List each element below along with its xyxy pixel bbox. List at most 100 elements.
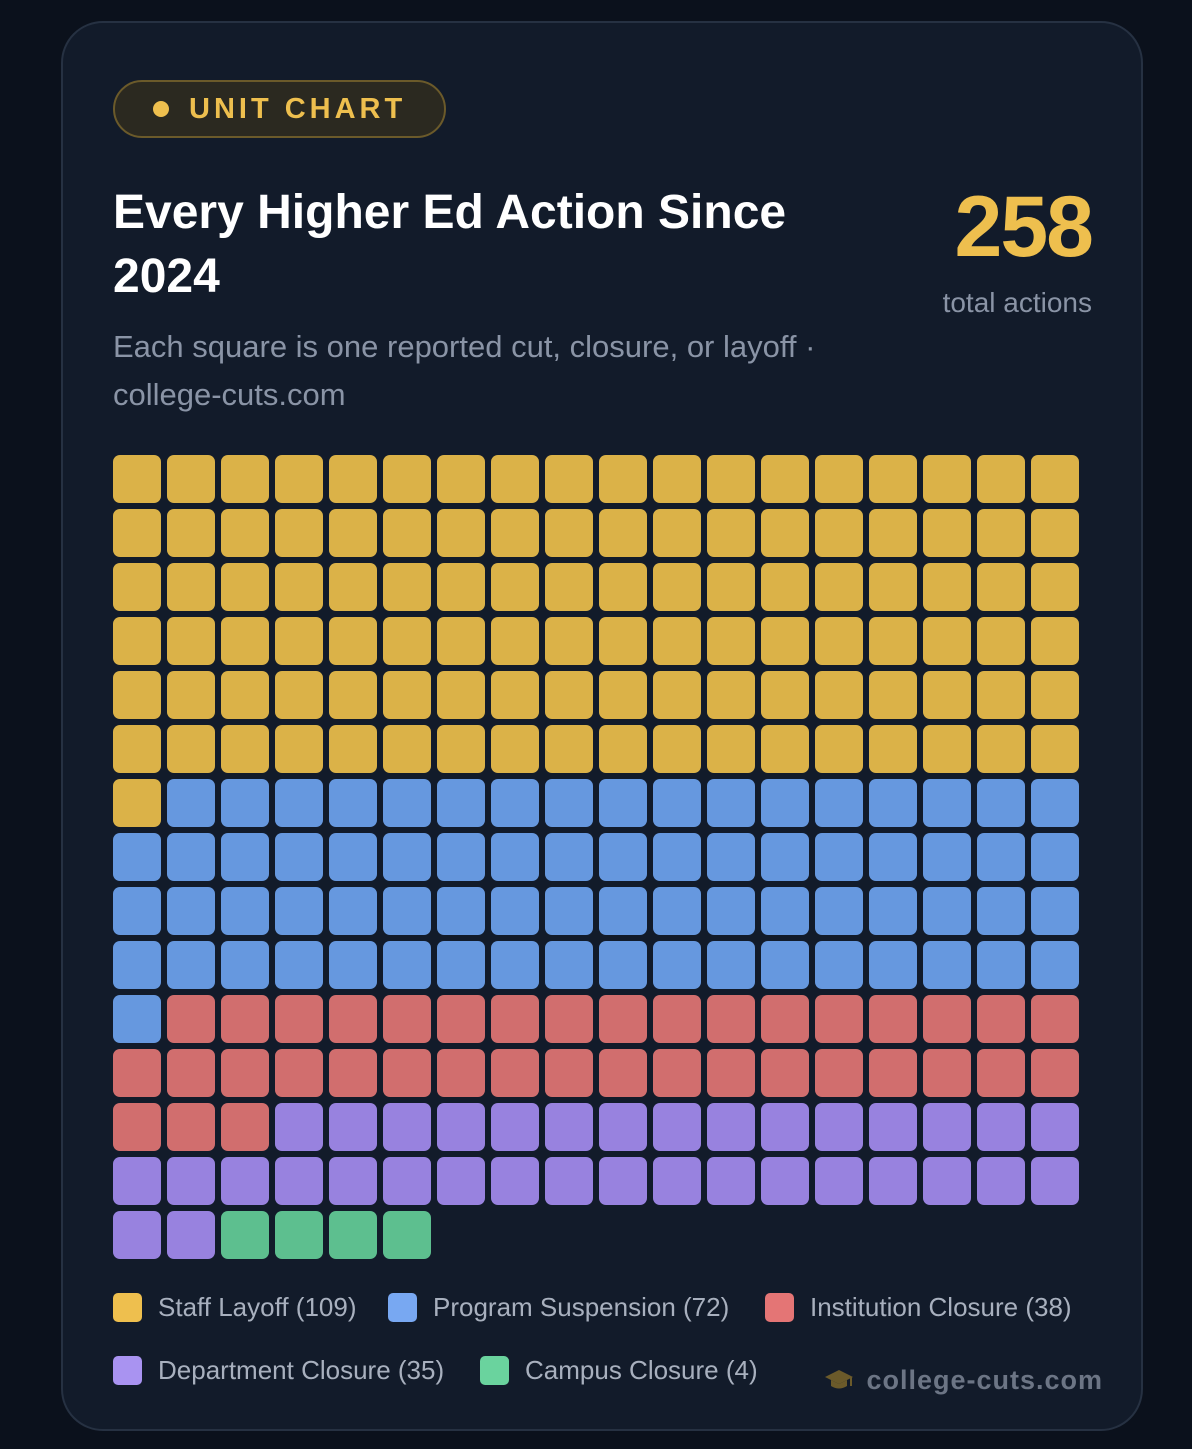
- unit-square-staff-layoff: [113, 671, 161, 719]
- unit-square-institution-closure: [113, 1103, 161, 1151]
- unit-square-program-suspension: [113, 833, 161, 881]
- legend-label: Program Suspension (72): [433, 1292, 730, 1322]
- unit-square-program-suspension: [977, 779, 1025, 827]
- unit-square-program-suspension: [167, 833, 215, 881]
- unit-square-staff-layoff: [977, 563, 1025, 611]
- unit-square-staff-layoff: [653, 563, 701, 611]
- unit-square-institution-closure: [545, 1049, 593, 1097]
- brand-footer: college-cuts.com: [824, 1365, 1103, 1396]
- unit-square-program-suspension: [221, 941, 269, 989]
- unit-square-program-suspension: [491, 887, 539, 935]
- unit-square-institution-closure: [1031, 995, 1079, 1043]
- unit-square-program-suspension: [599, 779, 647, 827]
- unit-square-staff-layoff: [329, 563, 377, 611]
- unit-square-staff-layoff: [869, 455, 917, 503]
- unit-square-institution-closure: [707, 1049, 755, 1097]
- unit-square-program-suspension: [977, 887, 1025, 935]
- unit-square-department-closure: [491, 1157, 539, 1205]
- unit-square-staff-layoff: [221, 509, 269, 557]
- unit-square-staff-layoff: [653, 725, 701, 773]
- unit-square-institution-closure: [167, 1049, 215, 1097]
- unit-square-program-suspension: [1031, 941, 1079, 989]
- unit-square-staff-layoff: [383, 617, 431, 665]
- unit-square-program-suspension: [545, 887, 593, 935]
- unit-square-staff-layoff: [275, 671, 323, 719]
- unit-square-department-closure: [923, 1103, 971, 1151]
- unit-square-staff-layoff: [977, 617, 1025, 665]
- total-count: 258: [954, 179, 1094, 275]
- unit-square-staff-layoff: [1031, 563, 1079, 611]
- unit-square-program-suspension: [113, 941, 161, 989]
- unit-square-campus-closure: [329, 1211, 377, 1259]
- unit-square-department-closure: [383, 1157, 431, 1205]
- unit-square-staff-layoff: [761, 563, 809, 611]
- unit-square-institution-closure: [437, 1049, 485, 1097]
- unit-square-program-suspension: [707, 887, 755, 935]
- unit-square-staff-layoff: [599, 455, 647, 503]
- unit-square-staff-layoff: [113, 725, 161, 773]
- unit-square-staff-layoff: [275, 617, 323, 665]
- unit-square-program-suspension: [113, 995, 161, 1043]
- unit-square-institution-closure: [599, 1049, 647, 1097]
- unit-square-staff-layoff: [383, 509, 431, 557]
- unit-square-program-suspension: [491, 941, 539, 989]
- unit-square-program-suspension: [329, 941, 377, 989]
- legend-item-program-suspension: Program Suspension (72): [388, 1291, 729, 1323]
- unit-square-program-suspension: [221, 779, 269, 827]
- unit-square-institution-closure: [491, 995, 539, 1043]
- unit-square-program-suspension: [167, 779, 215, 827]
- unit-square-staff-layoff: [923, 671, 971, 719]
- unit-square-program-suspension: [923, 833, 971, 881]
- unit-chart-grid: [113, 455, 1079, 1259]
- unit-square-institution-closure: [869, 995, 917, 1043]
- unit-square-staff-layoff: [167, 509, 215, 557]
- unit-square-program-suspension: [653, 887, 701, 935]
- unit-square-program-suspension: [869, 887, 917, 935]
- legend-item-campus-closure: Campus Closure (4): [480, 1354, 758, 1386]
- unit-square-department-closure: [923, 1157, 971, 1205]
- unit-square-staff-layoff: [599, 563, 647, 611]
- unit-square-program-suspension: [707, 833, 755, 881]
- unit-square-institution-closure: [113, 1049, 161, 1097]
- unit-square-staff-layoff: [491, 671, 539, 719]
- unit-square-staff-layoff: [707, 671, 755, 719]
- unit-square-staff-layoff: [599, 671, 647, 719]
- unit-square-staff-layoff: [707, 617, 755, 665]
- unit-square-staff-layoff: [869, 509, 917, 557]
- unit-square-department-closure: [221, 1157, 269, 1205]
- unit-square-institution-closure: [221, 1103, 269, 1151]
- unit-square-program-suspension: [599, 941, 647, 989]
- unit-square-staff-layoff: [113, 455, 161, 503]
- unit-square-staff-layoff: [275, 563, 323, 611]
- unit-square-institution-closure: [923, 995, 971, 1043]
- unit-square-staff-layoff: [275, 455, 323, 503]
- unit-square-staff-layoff: [167, 617, 215, 665]
- unit-square-staff-layoff: [815, 509, 863, 557]
- brand-text: college-cuts.com: [866, 1365, 1103, 1395]
- unit-square-staff-layoff: [761, 509, 809, 557]
- unit-square-staff-layoff: [869, 617, 917, 665]
- unit-square-program-suspension: [329, 833, 377, 881]
- unit-square-institution-closure: [815, 995, 863, 1043]
- unit-square-institution-closure: [167, 1103, 215, 1151]
- unit-square-staff-layoff: [707, 509, 755, 557]
- chart-title: Every Higher Ed Action Since 2024: [113, 186, 787, 303]
- unit-square-staff-layoff: [491, 455, 539, 503]
- unit-square-program-suspension: [815, 833, 863, 881]
- unit-square-staff-layoff: [329, 509, 377, 557]
- unit-square-department-closure: [599, 1103, 647, 1151]
- unit-square-department-closure: [545, 1157, 593, 1205]
- unit-square-program-suspension: [1031, 779, 1079, 827]
- unit-square-staff-layoff: [707, 563, 755, 611]
- unit-square-institution-closure: [923, 1049, 971, 1097]
- unit-square-department-closure: [707, 1103, 755, 1151]
- unit-square-staff-layoff: [815, 725, 863, 773]
- unit-square-department-closure: [1031, 1103, 1079, 1151]
- unit-square-program-suspension: [275, 833, 323, 881]
- unit-square-department-closure: [167, 1157, 215, 1205]
- badge-dot-icon: [153, 101, 169, 117]
- unit-square-staff-layoff: [815, 455, 863, 503]
- unit-square-program-suspension: [491, 779, 539, 827]
- unit-square-staff-layoff: [383, 563, 431, 611]
- unit-square-staff-layoff: [329, 455, 377, 503]
